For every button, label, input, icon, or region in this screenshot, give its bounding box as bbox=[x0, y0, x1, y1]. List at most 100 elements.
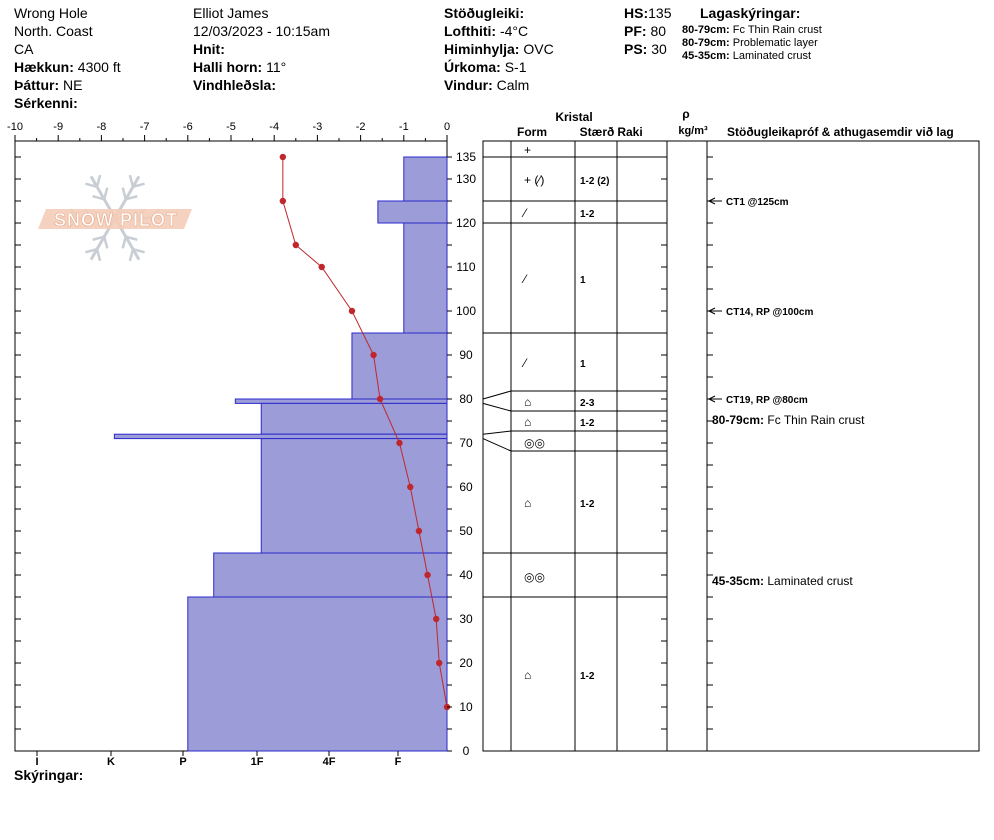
legend-text: Laminated crust bbox=[732, 50, 812, 62]
temperature-tick-label: -6 bbox=[183, 121, 193, 133]
crystal-size: 1-2 bbox=[580, 671, 595, 682]
crystal-form: ⁄ bbox=[521, 272, 528, 286]
features-label: Sérkenni: bbox=[14, 95, 78, 111]
snowflake-branch bbox=[95, 174, 102, 188]
test-result: CT14, RP @100cm bbox=[726, 307, 813, 318]
snowflake-branch bbox=[85, 247, 98, 254]
wind-loading-label: Vindhleðsla: bbox=[193, 77, 276, 93]
wind-value: Calm bbox=[496, 77, 530, 93]
test-arrow-head bbox=[707, 307, 716, 315]
aspect-row: Þáttur: NE bbox=[14, 76, 82, 94]
crystal-size: 1-2 (2) bbox=[580, 176, 609, 187]
temperature-point bbox=[348, 307, 356, 315]
temperature-tick-label: -9 bbox=[53, 121, 63, 133]
hardness-bar bbox=[187, 596, 448, 752]
pf-row: PF: 80 bbox=[624, 22, 666, 40]
snowflake-branch bbox=[125, 235, 138, 242]
hardness-bar bbox=[260, 402, 448, 435]
elevation-row: Hækkun: 4300 ft bbox=[14, 58, 121, 76]
temperature-profile bbox=[279, 153, 451, 711]
legend: 80-79cm: Fc Thin Rain crust 80-79cm: Pro… bbox=[682, 24, 822, 63]
temperature-point bbox=[407, 483, 414, 491]
snowflake-branch bbox=[95, 248, 102, 262]
temperature-point bbox=[370, 351, 377, 359]
snowflake-branch bbox=[132, 182, 145, 189]
air-temp-value: -4°C bbox=[499, 23, 529, 39]
header-tests: Stöðugleikapróf & athugasemdir við lag bbox=[727, 125, 954, 139]
crystal-form: + (⁄) bbox=[524, 173, 544, 187]
crystal-form: ⌂ bbox=[524, 395, 531, 409]
snowflake-branch bbox=[85, 182, 98, 189]
snowpilot-logo: SNOW PILOT bbox=[38, 174, 192, 262]
legend-item: 80-79cm: Problematic layer bbox=[682, 37, 822, 50]
temperature-tick-label: -7 bbox=[140, 121, 150, 133]
elevation-value: 4300 ft bbox=[77, 59, 121, 75]
hs-label: HS: bbox=[624, 5, 649, 21]
depth-tick-label: 20 bbox=[459, 656, 473, 670]
layer-table-frame bbox=[482, 140, 980, 752]
depth-tick-label: 70 bbox=[459, 436, 473, 450]
depth-tick-label: 110 bbox=[456, 260, 475, 274]
layer-comment: 80-79cm: Fc Thin Rain crust bbox=[712, 413, 865, 427]
hardness-tick-label: P bbox=[179, 756, 186, 768]
crystal-form: ◎◎ bbox=[524, 570, 545, 584]
stability-row: Stöðugleiki: bbox=[444, 4, 524, 22]
location-line-3: CA bbox=[14, 41, 34, 57]
temperature-point bbox=[292, 241, 299, 249]
temperature-point bbox=[376, 395, 384, 403]
hardness-bar bbox=[213, 552, 448, 598]
depth-tick-label: 50 bbox=[459, 524, 473, 538]
legend-item: 80-79cm: Fc Thin Rain crust bbox=[682, 24, 822, 37]
legend-text: Fc Thin Rain crust bbox=[732, 24, 822, 36]
header-rho: ρ bbox=[682, 107, 689, 121]
wind-row: Vindur: Calm bbox=[444, 76, 529, 94]
aspect-value: NE bbox=[63, 77, 83, 93]
test-arrow-head bbox=[707, 197, 716, 205]
snowflake-branch bbox=[102, 187, 109, 200]
legend-text: Problematic layer bbox=[732, 37, 818, 49]
sky-row: Himinhylja: OVC bbox=[444, 40, 554, 58]
slope-row: Halli horn: 11° bbox=[193, 58, 286, 76]
coords-row: Hnit: bbox=[193, 40, 225, 58]
axes: -10 -9 -8 -7 -6 -5 -4 -3 -2 -1 0010203040506070809… bbox=[7, 121, 476, 768]
observer: Elliot James bbox=[193, 5, 269, 21]
depth-tick-label: 135 bbox=[456, 150, 476, 164]
layer-comment-text: Laminated crust bbox=[767, 574, 853, 588]
hardness-bar bbox=[377, 200, 448, 224]
depth-tick-label: 130 bbox=[456, 172, 476, 186]
hs-row: HS:135 bbox=[624, 4, 671, 22]
hardness-bar bbox=[403, 222, 448, 334]
depth-tick-label: 80 bbox=[459, 392, 473, 406]
logo-text: SNOW PILOT bbox=[54, 210, 178, 230]
ps-label: PS: bbox=[624, 41, 648, 57]
depth-tick-label: 100 bbox=[456, 304, 476, 318]
temperature-point bbox=[279, 197, 287, 205]
temperature-tick-label: -3 bbox=[313, 121, 323, 133]
layer-comment-text: Fc Thin Rain crust bbox=[767, 413, 865, 427]
hardness-bar bbox=[260, 438, 448, 554]
crystal-form: ⌂ bbox=[524, 496, 531, 510]
temperature-point bbox=[396, 439, 403, 447]
snowflake-branch bbox=[128, 248, 135, 262]
crystal-form: + bbox=[524, 143, 531, 157]
precip-label: Úrkoma: bbox=[444, 59, 501, 75]
header-density-unit: kg/m³ bbox=[678, 125, 708, 137]
hardness-bar bbox=[351, 332, 448, 400]
depth-tick-label: 90 bbox=[459, 348, 473, 362]
temperature-point bbox=[424, 571, 431, 579]
temperature-tick-label: -5 bbox=[226, 121, 236, 133]
hardness-tick-label: 4F bbox=[323, 756, 336, 768]
slope-label: Halli horn: bbox=[193, 59, 263, 75]
layer-comment-range: 45-35cm: bbox=[712, 574, 767, 588]
crystal-size: 1 bbox=[580, 275, 586, 286]
hardness-tick-label: 1F bbox=[251, 756, 264, 768]
crystal-form: ⁄ bbox=[521, 356, 528, 370]
temperature-tick-label: -10 bbox=[7, 121, 23, 133]
precip-value: S-1 bbox=[504, 59, 527, 75]
hardness-tick-label: F bbox=[395, 756, 402, 768]
temperature-line bbox=[282, 157, 448, 708]
sky-label: Himinhylja: bbox=[444, 41, 520, 57]
snowflake-branch bbox=[125, 194, 138, 201]
wind-label: Vindur: bbox=[444, 77, 493, 93]
location-line-2: North. Coast bbox=[14, 23, 93, 39]
